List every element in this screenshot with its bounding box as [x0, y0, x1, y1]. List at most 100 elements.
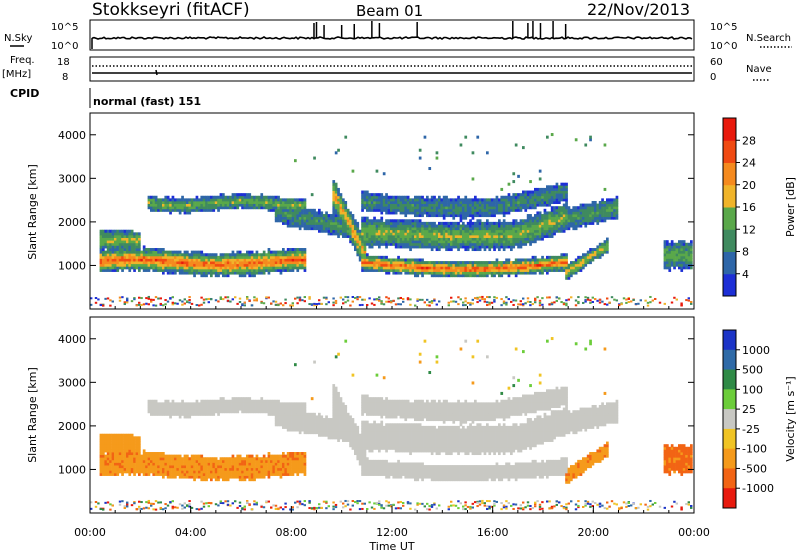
- power-cell: [231, 250, 235, 254]
- power-cell: [519, 258, 523, 262]
- power-cell: [666, 255, 669, 259]
- power-cell: [394, 237, 398, 241]
- power-cell: [368, 224, 372, 228]
- power-cell: [565, 190, 568, 194]
- power-cell: [495, 221, 499, 225]
- velocity-cell: [152, 462, 156, 466]
- power-cell: [320, 219, 324, 223]
- power-cell: [430, 263, 434, 267]
- power-cell: [418, 266, 422, 270]
- velocity-cell: [138, 446, 141, 450]
- power-cell: [579, 258, 583, 262]
- power-cell: [570, 211, 573, 215]
- velocity-cell: [147, 472, 151, 476]
- power-cell: [567, 227, 571, 231]
- power-cell: [392, 221, 396, 225]
- power-cell: [433, 268, 436, 272]
- power-cell: [130, 240, 134, 244]
- power-cell: [546, 258, 549, 262]
- power-cell: [363, 198, 367, 202]
- power-cell: [430, 242, 434, 246]
- power-cell: [517, 240, 520, 244]
- power-cell: [579, 211, 583, 215]
- power-cell: [260, 268, 264, 272]
- power-cell: [366, 258, 369, 262]
- power-cell: [567, 214, 571, 218]
- power-cell: [118, 229, 122, 233]
- power-cell: [666, 266, 669, 270]
- power-cell: [519, 268, 523, 272]
- power-cell: [298, 200, 302, 204]
- power-cell: [486, 229, 489, 233]
- power-cell: [474, 266, 477, 270]
- velocity-cell: [116, 441, 120, 445]
- power-cell: [471, 211, 475, 215]
- power-cell: [450, 232, 453, 236]
- power-cell: [337, 216, 340, 220]
- power-cell: [142, 266, 146, 270]
- power-cell: [255, 268, 259, 272]
- velocity-cell: [152, 407, 156, 411]
- power-cell: [435, 271, 439, 275]
- power-cell: [613, 298, 616, 301]
- power-cell: [670, 250, 674, 254]
- velocity-cell: [104, 465, 108, 469]
- power-cell: [498, 245, 501, 249]
- power-cell: [375, 227, 379, 231]
- velocity-cell: [135, 444, 139, 448]
- power-cell: [286, 214, 290, 218]
- power-cell: [567, 276, 571, 280]
- power-cell: [382, 303, 386, 306]
- power-cell: [145, 248, 148, 252]
- power-cell: [178, 198, 182, 202]
- power-cell: [574, 221, 578, 225]
- power-cell: [210, 208, 213, 212]
- power-cell: [543, 198, 547, 202]
- power-cell: [495, 258, 499, 262]
- power-cell: [222, 298, 225, 301]
- power-cell: [517, 224, 520, 228]
- power-cell: [123, 237, 127, 241]
- power-cell: [250, 200, 254, 204]
- power-cell: [303, 266, 307, 270]
- power-cell: [498, 208, 501, 212]
- velocity-cell: [114, 457, 117, 461]
- velocity-cell: [135, 441, 139, 445]
- power-cell: [116, 255, 120, 259]
- power-cell: [183, 206, 187, 210]
- power-cell: [284, 211, 288, 215]
- power-cell: [121, 268, 124, 272]
- power-cell: [361, 261, 364, 265]
- power-cell: [414, 240, 417, 244]
- power-cell: [354, 240, 357, 244]
- power-cell: [190, 266, 194, 270]
- power-cell: [102, 268, 105, 272]
- power-cell: [421, 211, 424, 215]
- power-cell: [154, 266, 158, 270]
- power-cell: [241, 258, 244, 262]
- power-cell: [325, 297, 328, 300]
- power-cell: [126, 240, 129, 244]
- power-cell: [346, 224, 350, 228]
- power-cell: [222, 193, 225, 197]
- power-cell: [150, 263, 153, 267]
- power-cell: [548, 193, 552, 197]
- power-cell: [541, 216, 544, 220]
- power-cell: [253, 266, 256, 270]
- power-cell: [207, 200, 211, 204]
- power-cell: [193, 200, 196, 204]
- power-cell: [394, 240, 398, 244]
- power-cell: [471, 237, 475, 241]
- power-cell: [598, 250, 602, 254]
- power-cell: [284, 214, 288, 218]
- power-cell: [104, 229, 108, 233]
- power-cell: [572, 211, 576, 215]
- power-cell: [498, 206, 501, 210]
- power-cell: [478, 227, 482, 231]
- power-cell: [241, 198, 244, 202]
- power-cell: [241, 253, 244, 257]
- power-cell: [690, 253, 693, 257]
- power-cell: [267, 271, 271, 275]
- power-cell: [262, 253, 266, 257]
- power-cell: [579, 224, 583, 228]
